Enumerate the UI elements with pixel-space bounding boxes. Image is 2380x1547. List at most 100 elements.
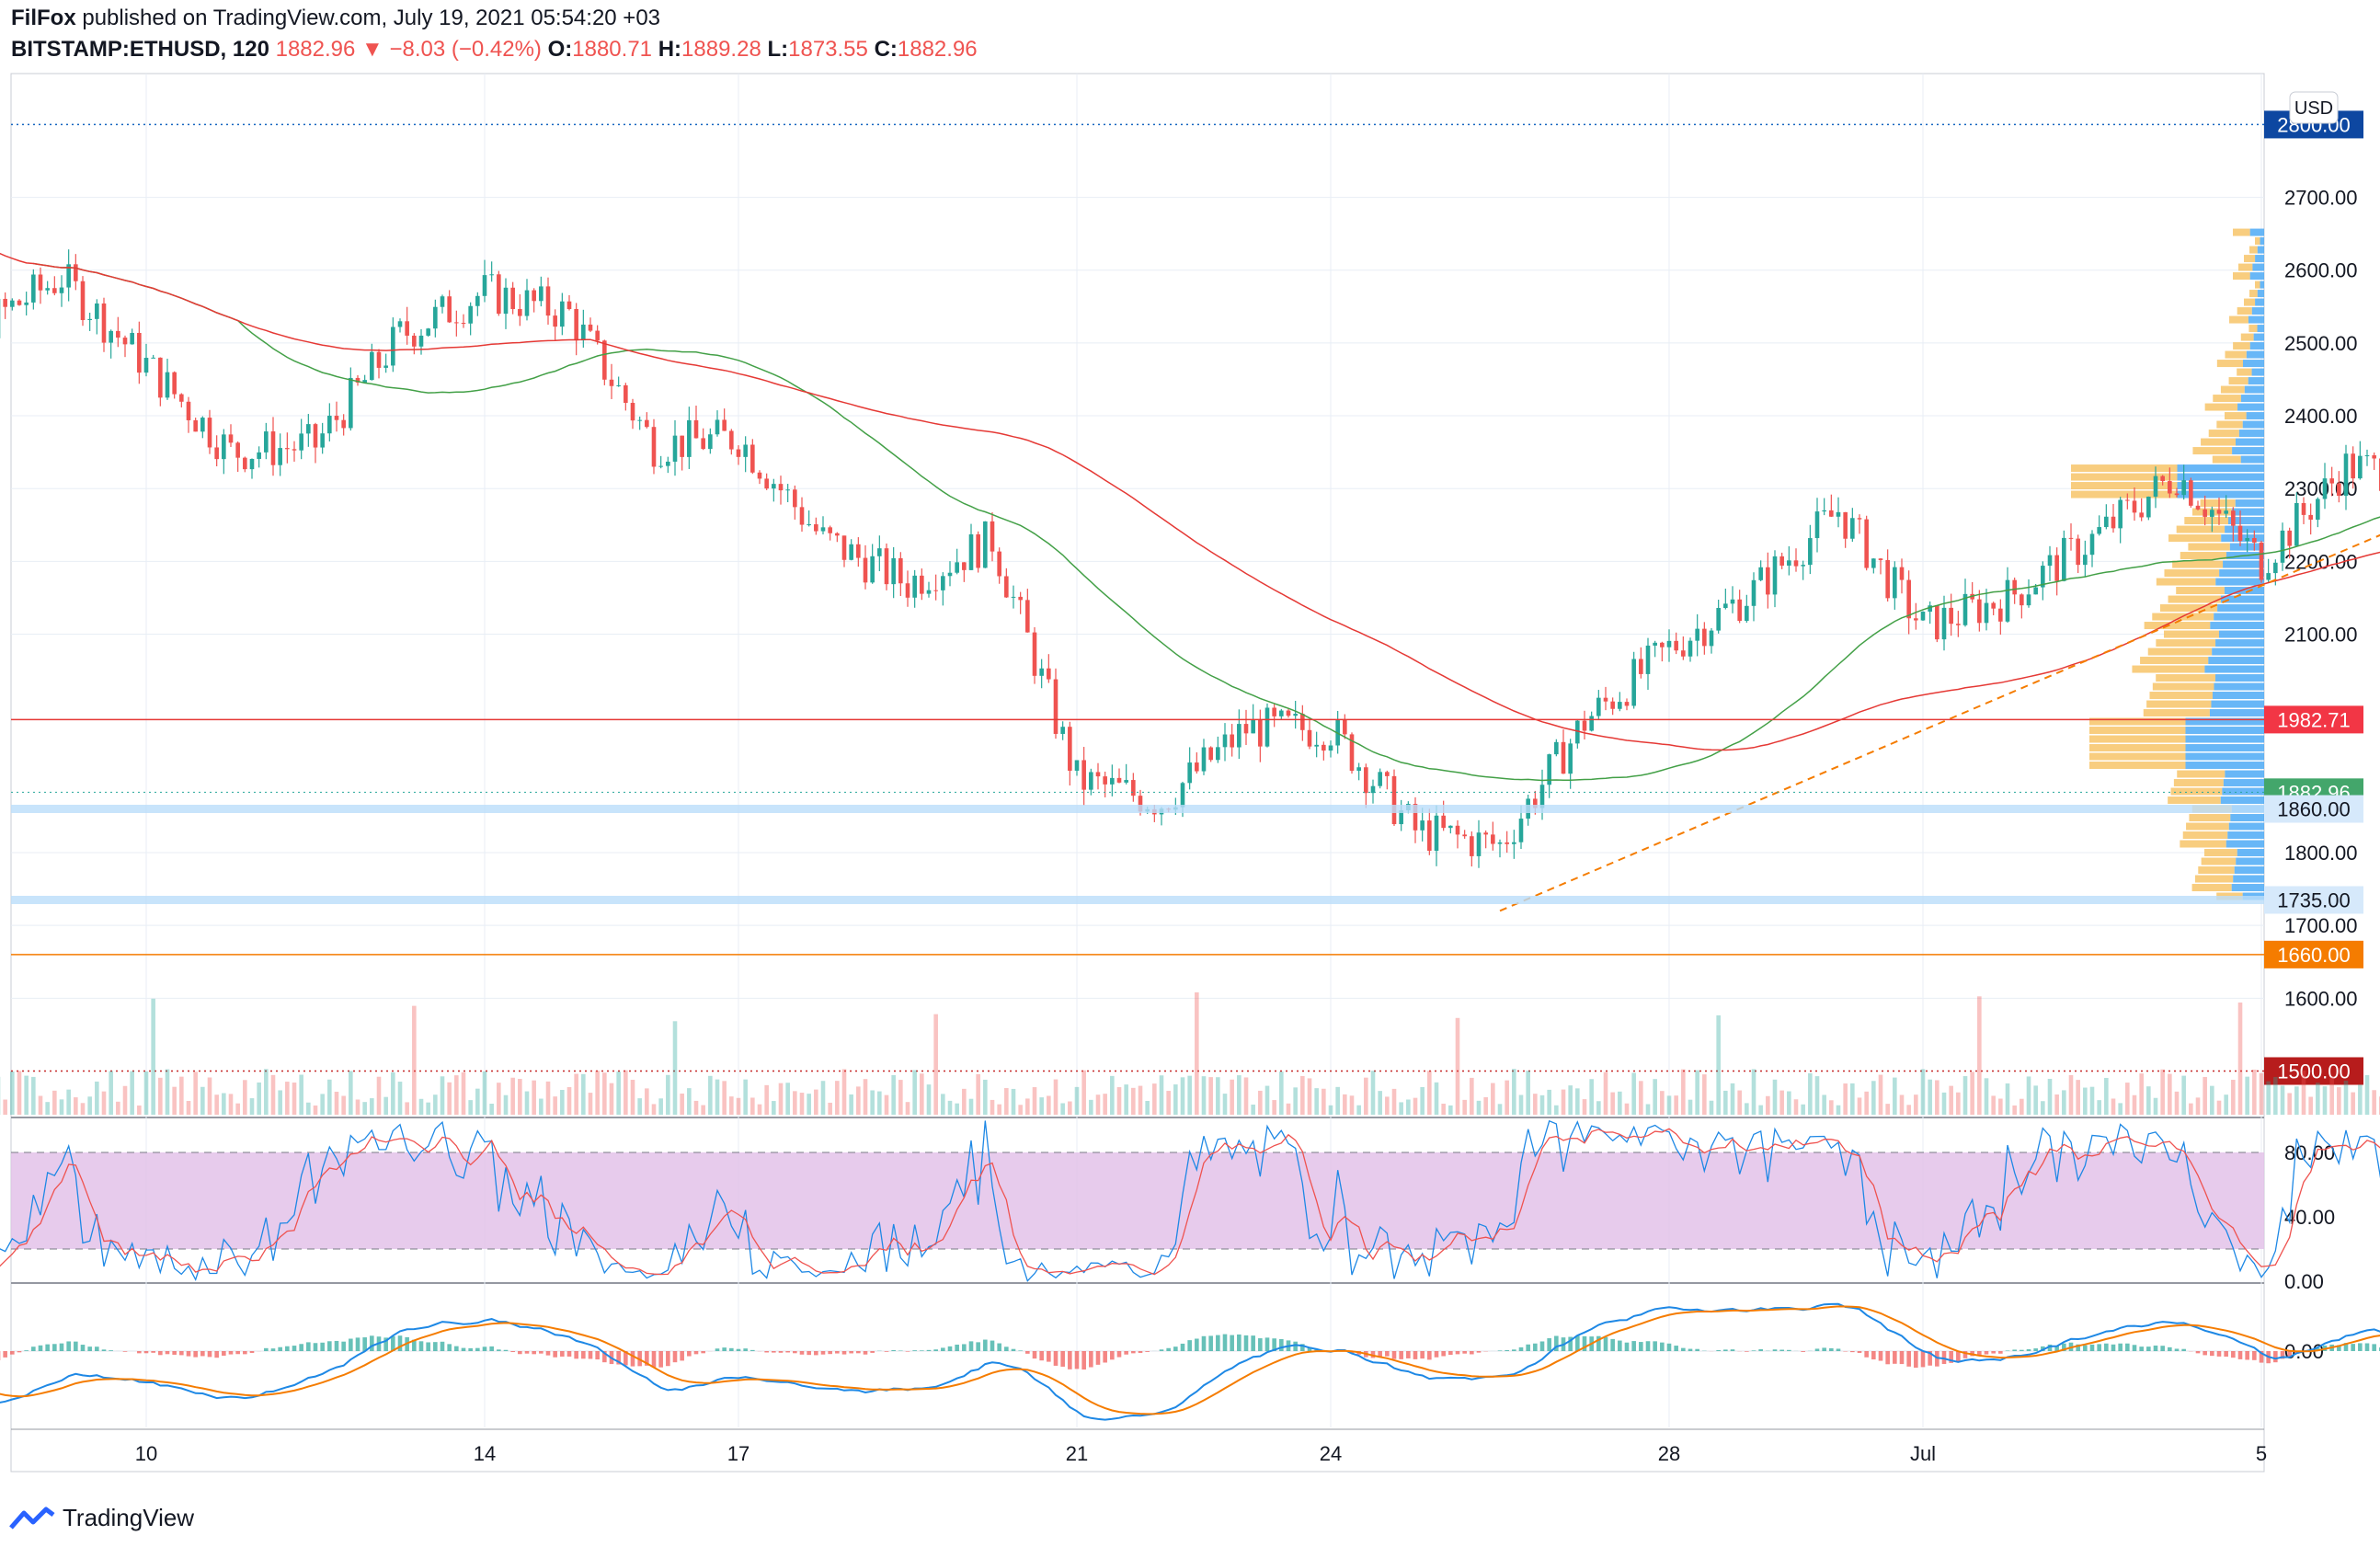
candle-body xyxy=(1307,729,1312,747)
volume-profile-bar xyxy=(2236,857,2264,865)
candle-body xyxy=(666,461,670,466)
volume-bar xyxy=(1568,1085,1573,1115)
volume-bar xyxy=(637,1098,642,1115)
macd-histogram-bar xyxy=(475,1347,480,1351)
macd-histogram-bar xyxy=(1441,1351,1446,1357)
volume-profile-bar xyxy=(2217,604,2264,613)
volume-bar xyxy=(1230,1079,1234,1115)
candle-body xyxy=(1766,567,1770,595)
author-name[interactable]: FilFox xyxy=(11,6,76,30)
macd-histogram-bar xyxy=(1131,1351,1136,1354)
symbol-label[interactable]: BITSTAMP:ETHUSD, 120 xyxy=(11,37,269,62)
candle-body xyxy=(2280,530,2285,563)
candle-body xyxy=(870,556,875,583)
volume-bar xyxy=(193,1071,198,1115)
macd-histogram-bar xyxy=(772,1351,776,1353)
volume-profile-bar xyxy=(2177,473,2264,481)
volume-bar xyxy=(2195,1097,2201,1115)
macd-histogram-bar xyxy=(1391,1351,1397,1359)
volume-bar xyxy=(539,1098,544,1115)
candle-body xyxy=(1208,747,1213,761)
volume-profile-bar xyxy=(2201,857,2237,865)
macd-histogram-bar xyxy=(2118,1343,2123,1351)
candle-body xyxy=(764,478,769,489)
macd-histogram-bar xyxy=(1539,1341,1545,1351)
macd-histogram-bar xyxy=(1187,1340,1192,1351)
macd-histogram-bar xyxy=(1991,1351,1996,1354)
x-tick-label: 14 xyxy=(474,1442,496,1465)
volume-bar xyxy=(778,1083,784,1115)
candle-body xyxy=(52,288,57,293)
volume-profile-bar xyxy=(2227,831,2264,840)
candle-body xyxy=(891,557,896,585)
chart-area[interactable]: 101417212428Jul58121519222700.002600.002… xyxy=(0,0,2380,1499)
volume-profile-bar xyxy=(2230,814,2264,822)
ma-fast-line xyxy=(33,262,2380,782)
macd-histogram-bar xyxy=(1307,1346,1312,1351)
volume-bar xyxy=(560,1090,565,1115)
volume-profile-bar xyxy=(2146,700,2212,708)
macd-histogram-bar xyxy=(1928,1351,1932,1366)
macd-histogram-bar xyxy=(1893,1351,1897,1364)
macd-histogram-bar xyxy=(743,1348,748,1351)
volume-profile-bar xyxy=(2176,587,2225,595)
volume-bar xyxy=(426,1102,430,1115)
volume-profile-bar xyxy=(2164,630,2219,638)
volume-bar xyxy=(997,1104,1001,1115)
macd-histogram-bar xyxy=(990,1340,995,1351)
candle-body xyxy=(1385,772,1390,776)
macd-histogram-bar xyxy=(1378,1351,1382,1358)
candle-body xyxy=(1779,556,1784,566)
candle-body xyxy=(2033,587,2038,595)
volume-bar xyxy=(116,1101,120,1115)
volume-bar xyxy=(1286,1103,1291,1115)
volume-bar xyxy=(1018,1105,1023,1115)
candle-body xyxy=(38,274,43,291)
volume-bar xyxy=(1462,1099,1467,1115)
macd-histogram-bar xyxy=(1751,1350,1756,1351)
volume-bar xyxy=(630,1080,635,1115)
macd-histogram-bar xyxy=(2168,1346,2172,1351)
macd-histogram-bar xyxy=(983,1339,988,1351)
volume-bar xyxy=(130,1071,134,1115)
volume-bar xyxy=(884,1094,889,1115)
candle-body xyxy=(1822,510,1826,512)
x-tick-label: 28 xyxy=(1658,1442,1680,1465)
candle-body xyxy=(933,590,938,591)
candle-body xyxy=(2195,505,2201,510)
volume-bar xyxy=(1222,1094,1228,1115)
volume-profile-bar xyxy=(2225,350,2247,359)
volume-bar xyxy=(1455,1017,1460,1115)
volume-bar xyxy=(1575,1088,1580,1115)
volume-bar xyxy=(518,1079,522,1115)
candle-body xyxy=(2259,542,2264,580)
volume-profile-bar xyxy=(2159,604,2218,613)
macd-histogram-bar xyxy=(658,1351,663,1368)
macd-histogram-bar xyxy=(1998,1351,2003,1354)
candle-body xyxy=(1984,602,1989,624)
candle-body xyxy=(2372,455,2376,459)
volume-bar xyxy=(1836,1105,1841,1115)
candle-body xyxy=(257,452,261,459)
macd-histogram-bar xyxy=(101,1349,107,1351)
volume-profile-bar xyxy=(2208,430,2239,438)
volume-bar xyxy=(1610,1092,1615,1115)
candle-body xyxy=(926,590,932,594)
volume-bar xyxy=(1251,1104,1255,1115)
macd-histogram-bar xyxy=(616,1351,621,1365)
volume-bar xyxy=(2203,1076,2207,1115)
volume-bar xyxy=(1399,1102,1403,1115)
candle-body xyxy=(1639,659,1643,674)
candle-body xyxy=(1089,772,1093,790)
macd-histogram-bar xyxy=(2203,1351,2207,1356)
macd-histogram-bar xyxy=(433,1342,438,1351)
price-label-box xyxy=(2264,886,2363,914)
candle-body xyxy=(962,562,967,570)
macd-histogram-bar xyxy=(722,1347,727,1351)
candle-body xyxy=(2252,537,2257,543)
volume-bar xyxy=(2329,1077,2334,1115)
volume-bar xyxy=(2005,1083,2010,1115)
volume-bar xyxy=(2083,1087,2088,1115)
macd-histogram-bar xyxy=(581,1351,586,1359)
macd-histogram-bar xyxy=(2089,1344,2095,1351)
